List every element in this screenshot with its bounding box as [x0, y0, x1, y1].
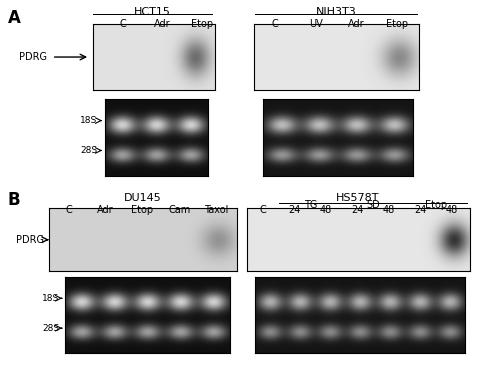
Text: B: B: [8, 191, 20, 209]
Text: Cam: Cam: [168, 205, 190, 215]
Text: Adr: Adr: [154, 19, 171, 29]
Text: C: C: [272, 19, 278, 29]
Text: HS578T: HS578T: [336, 193, 380, 203]
Text: Taxol: Taxol: [204, 205, 229, 215]
Text: Etop: Etop: [425, 200, 447, 210]
Text: 28S: 28S: [80, 146, 98, 155]
Text: C: C: [119, 19, 126, 29]
Text: HCT15: HCT15: [134, 7, 171, 18]
Text: 24: 24: [288, 205, 301, 215]
Text: DU145: DU145: [124, 193, 162, 203]
Text: Etop: Etop: [192, 19, 214, 29]
Text: 28S: 28S: [42, 324, 59, 332]
Text: C: C: [65, 205, 72, 215]
Text: TG: TG: [304, 200, 317, 210]
Text: 18S: 18S: [80, 116, 98, 125]
Text: C: C: [260, 205, 266, 215]
Text: A: A: [8, 9, 20, 27]
Text: Etop: Etop: [132, 205, 154, 215]
Text: PDRG: PDRG: [20, 52, 48, 62]
Text: Adr: Adr: [97, 205, 114, 215]
Text: PDRG: PDRG: [16, 235, 44, 245]
Text: UV: UV: [309, 19, 323, 29]
Text: 24: 24: [414, 205, 426, 215]
Text: 24: 24: [352, 205, 364, 215]
Text: NIH3T3: NIH3T3: [316, 7, 356, 18]
Text: Adr: Adr: [348, 19, 365, 29]
Text: 18S: 18S: [42, 294, 59, 303]
Text: 48: 48: [320, 205, 332, 215]
Text: 48: 48: [446, 205, 458, 215]
Text: Etop: Etop: [386, 19, 408, 29]
Text: SD: SD: [366, 200, 380, 210]
Text: 48: 48: [383, 205, 395, 215]
